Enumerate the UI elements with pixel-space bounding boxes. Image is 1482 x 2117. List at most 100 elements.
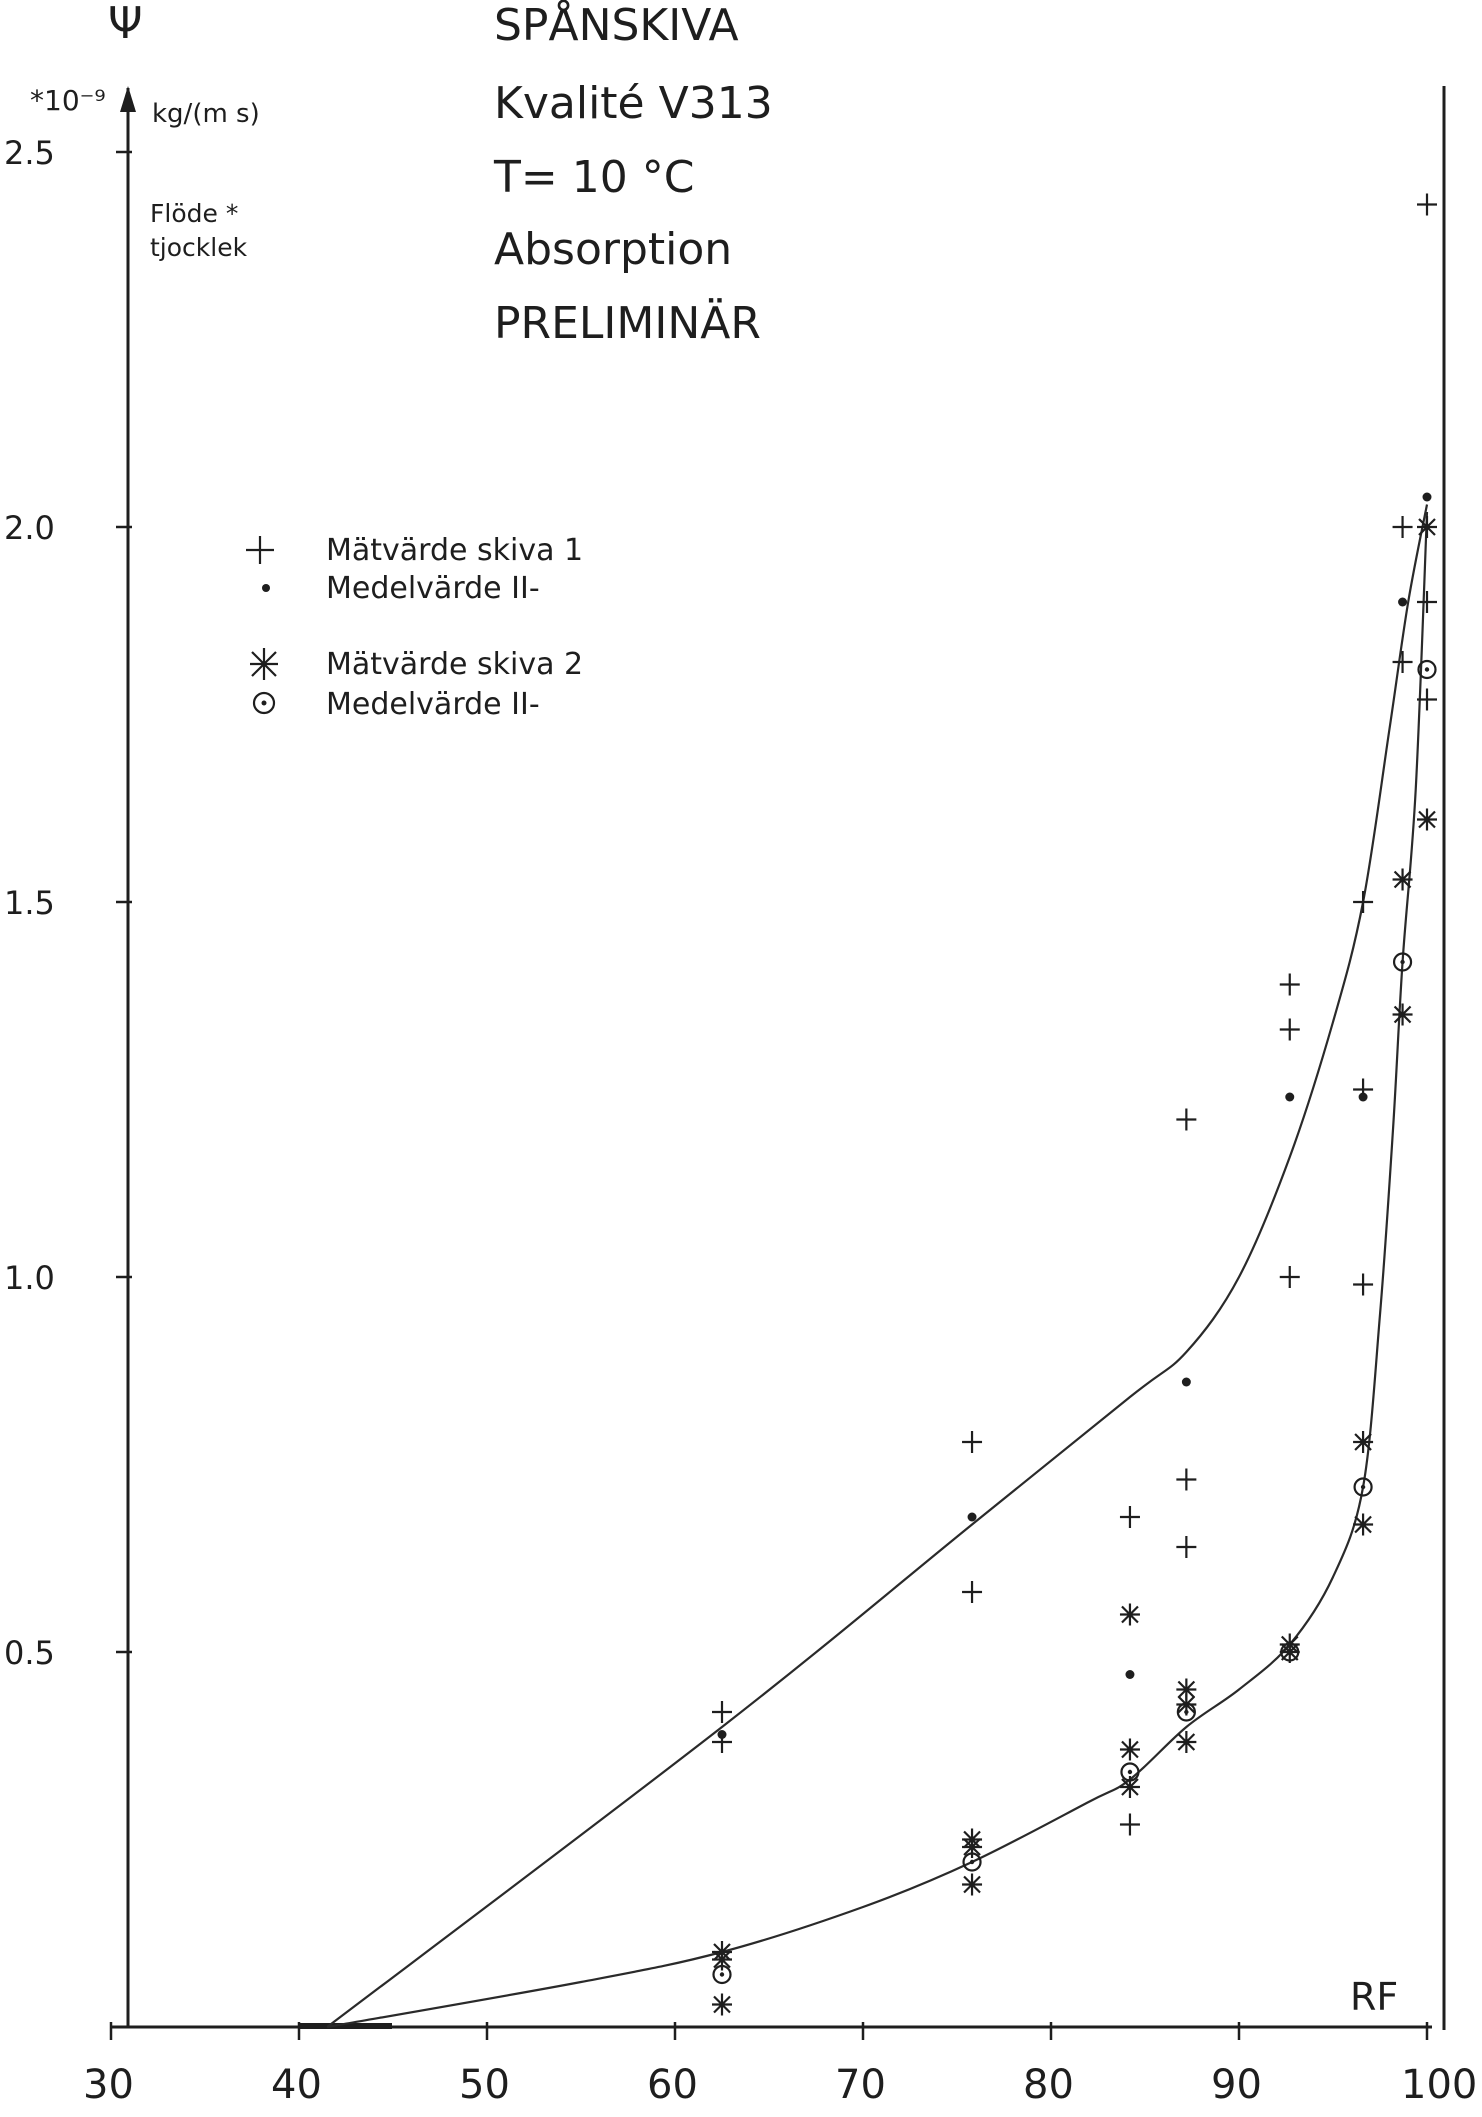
x-tick-label: 100 %	[1401, 2062, 1482, 2108]
point-plus	[1392, 516, 1413, 538]
point-plus	[1119, 1813, 1140, 1836]
title-line-4: Absorption	[494, 224, 732, 275]
point-dot	[1358, 1092, 1368, 1102]
point-plus	[1176, 1108, 1197, 1131]
y-unit: kg/(m s)	[152, 99, 260, 129]
x-tick-label: 70	[835, 2062, 886, 2108]
point-circle-dot-ring	[1280, 1642, 1300, 1662]
point-circle-dot-ring	[1176, 1702, 1196, 1722]
point-circle-dot-center	[1400, 959, 1405, 965]
point-circle-dot	[1417, 659, 1437, 680]
y-tick-label: 0.5	[4, 1634, 55, 1672]
point-plus	[712, 1701, 732, 1723]
point-circle-dot-ring	[962, 1852, 982, 1872]
point-circle-dot-center	[1287, 1649, 1292, 1655]
point-circle-dot-center	[969, 1859, 975, 1865]
x-axis-label: RF	[1350, 1975, 1398, 2019]
title-block: SPÅNSKIVA Kvalité V313 T= 10 °C Absorpti…	[493, 0, 773, 349]
curve-2	[327, 511, 1429, 2029]
point-circle-dot	[1353, 1477, 1373, 1497]
x-tick-label: 80	[1023, 2062, 1074, 2108]
point-dot	[1285, 1092, 1295, 1102]
legend-plus-marker	[246, 536, 274, 564]
legend-item-star: Mätvärde skiva 2	[250, 647, 583, 682]
point-circle-dot-center	[1360, 1484, 1366, 1490]
y-description-line-2: tjocklek	[150, 233, 248, 262]
y-scale: *10⁻⁹	[30, 84, 106, 117]
y-tick-label: 1.5	[4, 884, 55, 922]
point-star	[1353, 1513, 1374, 1536]
point-plus	[1417, 688, 1437, 711]
title-line-3: T= 10 °C	[493, 152, 694, 203]
x-tick-label: 30	[83, 2062, 134, 2108]
x-ticks: 30 40 50 60 70 80 90 100 %	[83, 2022, 1482, 2108]
point-dot	[717, 1730, 727, 1739]
title-line-2: Kvalité V313	[494, 78, 773, 129]
point-star	[1119, 1603, 1140, 1626]
y-tick-label: 2.0	[4, 509, 55, 547]
x-tick-label: 60	[647, 2062, 698, 2108]
point-circle-dot-ring	[1417, 659, 1437, 680]
y-description-line-1: Flöde *	[150, 199, 238, 228]
point-circle-dot-center	[719, 1972, 725, 1977]
legend-label-circle-dot: Medelvärde II-	[326, 687, 540, 722]
point-circle-dot-ring	[712, 1964, 732, 1985]
point-plus	[1279, 1018, 1300, 1041]
point-circle-dot-ring	[1392, 952, 1413, 972]
point-plus	[1176, 1536, 1197, 1558]
y-symbol: Ψ	[108, 0, 143, 49]
point-star	[962, 1873, 983, 1896]
point-circle-dot-ring	[1353, 1477, 1373, 1497]
point-plus	[1353, 891, 1374, 913]
point-star	[1392, 1003, 1413, 1026]
point-plus	[1392, 651, 1413, 673]
point-circle-dot-center	[1127, 1769, 1133, 1775]
point-plus	[1279, 973, 1300, 996]
legend-star-marker	[250, 648, 278, 680]
title-line-5: PRELIMINÄR	[494, 297, 761, 349]
x-tick-label: 50	[459, 2062, 510, 2108]
point-plus	[1417, 193, 1437, 216]
point-star	[1417, 808, 1437, 831]
legend-circle-dot-marker	[252, 691, 276, 715]
y-ticks: 0.5 1.0 1.5 2.0 2.5	[4, 134, 132, 1672]
point-dot	[1181, 1377, 1191, 1387]
point-dot	[967, 1512, 977, 1522]
legend-item-plus: Mätvärde skiva 1	[246, 533, 583, 568]
point-star	[1176, 1731, 1197, 1753]
legend-circle-dot-center	[261, 700, 267, 706]
point-star	[1392, 868, 1413, 891]
point-star	[1417, 516, 1437, 538]
point-star	[1176, 1678, 1197, 1701]
point-dot	[1398, 597, 1408, 607]
point-circle-dot	[962, 1852, 982, 1872]
points	[712, 193, 1437, 2016]
point-plus	[1119, 1506, 1140, 1528]
x-tick-label: 90	[1211, 2062, 1262, 2108]
y-tick-label: 1.0	[4, 1259, 55, 1297]
point-dot	[1422, 492, 1432, 502]
point-plus	[1353, 1273, 1374, 1296]
point-circle-dot-center	[1184, 1709, 1189, 1715]
y-tick-label: 2.5	[4, 134, 55, 172]
point-circle-dot-ring	[1120, 1762, 1140, 1782]
point-star	[712, 1993, 732, 2016]
point-star	[1353, 1431, 1374, 1453]
curves	[326, 504, 1429, 2029]
point-star	[1119, 1776, 1140, 1798]
point-plus	[1176, 1468, 1197, 1491]
point-circle-dot	[1392, 952, 1413, 972]
title-line-1: SPÅNSKIVA	[494, 0, 739, 51]
point-dot	[1125, 1670, 1135, 1679]
point-plus	[962, 1431, 983, 1453]
x-tick-label: 40	[271, 2062, 322, 2108]
legend-dot-marker	[262, 584, 270, 592]
y-axis-arrow	[120, 86, 136, 112]
point-circle-dot	[712, 1964, 732, 1985]
point-star	[962, 1836, 983, 1858]
point-star	[1119, 1738, 1140, 1761]
point-plus	[962, 1581, 983, 1603]
legend-label-plus: Mätvärde skiva 1	[326, 533, 583, 568]
curve-1	[326, 504, 1429, 2028]
